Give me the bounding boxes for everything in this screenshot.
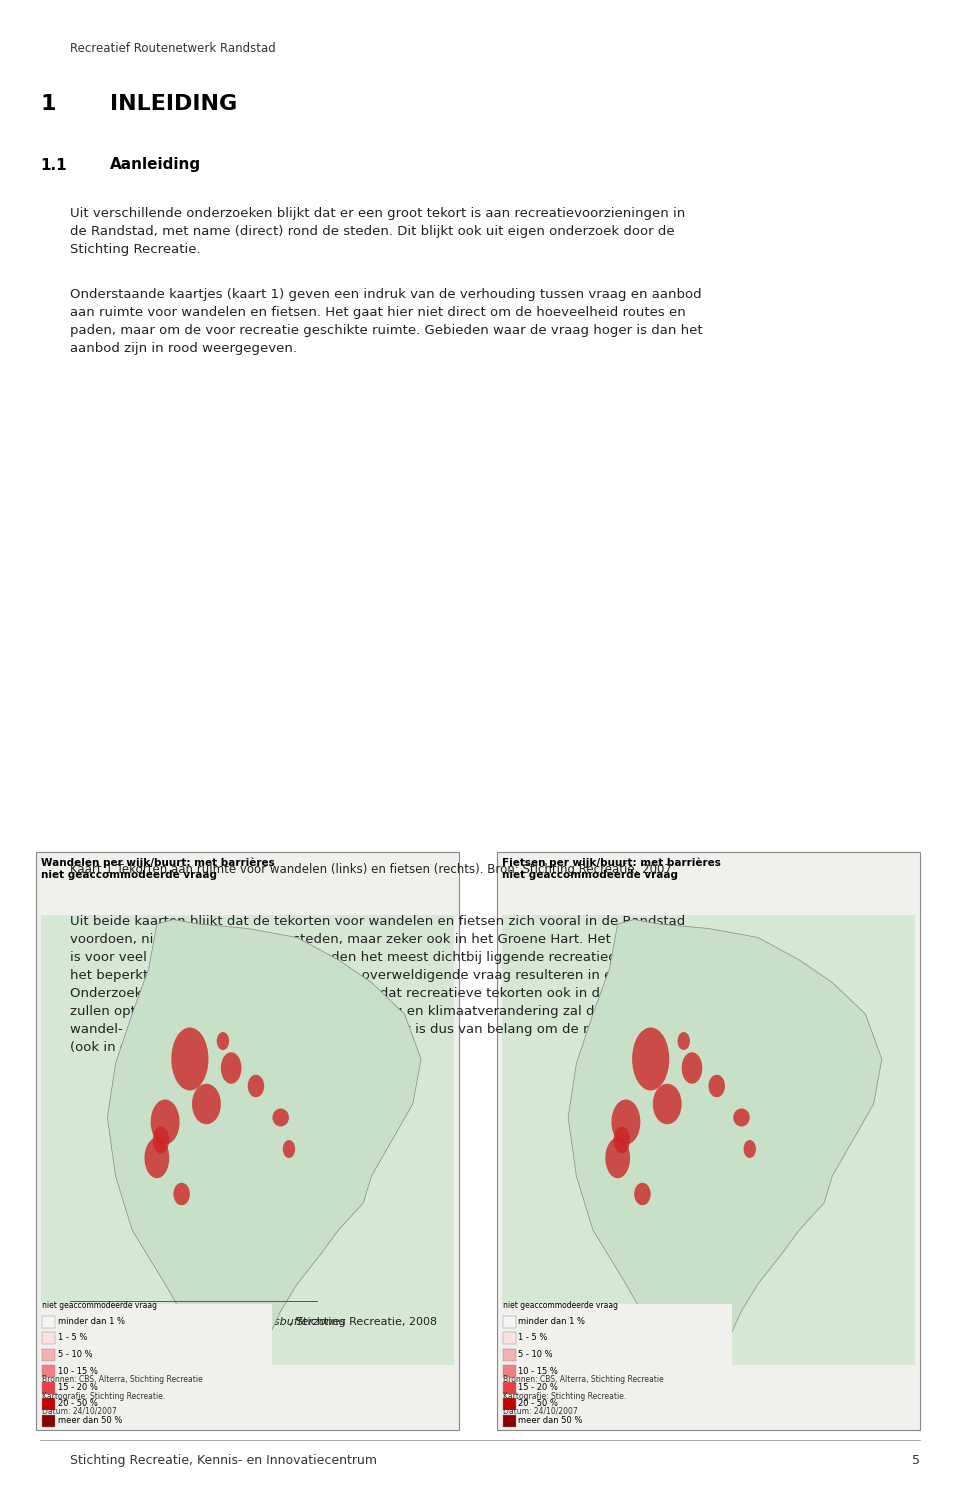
Ellipse shape bbox=[153, 1126, 169, 1154]
Bar bbox=[42, 1332, 55, 1344]
Bar bbox=[39, 1304, 272, 1420]
Ellipse shape bbox=[635, 1182, 651, 1206]
Bar bbox=[42, 1316, 55, 1328]
Bar bbox=[500, 1304, 732, 1420]
Text: 20 - 50 %: 20 - 50 % bbox=[58, 1400, 98, 1408]
Ellipse shape bbox=[171, 1028, 208, 1090]
Text: 10 - 15 %: 10 - 15 % bbox=[58, 1366, 98, 1376]
Text: Wandelen per wijk/buurt: met barrières
niet geaccommodeerde vraag: Wandelen per wijk/buurt: met barrières n… bbox=[41, 858, 275, 880]
Text: Kaart 1 Tekorten aan ruimte voor wandelen (links) en fietsen (rechts). Bron: Sti: Kaart 1 Tekorten aan ruimte voor wandele… bbox=[70, 862, 676, 876]
Ellipse shape bbox=[613, 1126, 630, 1154]
Ellipse shape bbox=[682, 1053, 703, 1083]
Ellipse shape bbox=[273, 1108, 289, 1126]
Bar bbox=[503, 1414, 516, 1426]
Bar bbox=[36, 852, 459, 1430]
Text: 15 - 20 %: 15 - 20 % bbox=[518, 1383, 559, 1392]
Text: Recreatief Routenetwerk Randstad: Recreatief Routenetwerk Randstad bbox=[70, 42, 276, 56]
Text: Uit verschillende onderzoeken blijkt dat er een groot tekort is aan recreatievoo: Uit verschillende onderzoeken blijkt dat… bbox=[70, 207, 685, 256]
Text: Aanleiding: Aanleiding bbox=[110, 158, 202, 172]
Polygon shape bbox=[108, 920, 421, 1352]
Text: 15 - 20 %: 15 - 20 % bbox=[58, 1383, 98, 1392]
Bar bbox=[503, 1365, 516, 1377]
Text: niet geaccommodeerde vraag: niet geaccommodeerde vraag bbox=[503, 1300, 618, 1310]
Ellipse shape bbox=[283, 1140, 295, 1158]
Ellipse shape bbox=[151, 1100, 180, 1144]
Text: 1 - 5 %: 1 - 5 % bbox=[518, 1334, 548, 1342]
Text: INLEIDING: INLEIDING bbox=[110, 94, 238, 114]
Bar bbox=[497, 852, 920, 1430]
Text: 1.1: 1.1 bbox=[40, 158, 67, 172]
Text: 5 - 10 %: 5 - 10 % bbox=[58, 1350, 92, 1359]
Ellipse shape bbox=[217, 1032, 229, 1050]
Text: 20 - 50 %: 20 - 50 % bbox=[518, 1400, 559, 1408]
Ellipse shape bbox=[221, 1053, 242, 1083]
Text: Kartografie: Stichting Recreatie.: Kartografie: Stichting Recreatie. bbox=[42, 1392, 165, 1401]
Ellipse shape bbox=[192, 1083, 221, 1125]
Text: Datum: 24/10/2007: Datum: 24/10/2007 bbox=[503, 1407, 578, 1416]
Text: Datum: 24/10/2007: Datum: 24/10/2007 bbox=[42, 1407, 117, 1416]
Text: Bronnen: CBS, Alterra, Stichting Recreatie: Bronnen: CBS, Alterra, Stichting Recreat… bbox=[42, 1376, 203, 1384]
Bar bbox=[503, 1348, 516, 1360]
Ellipse shape bbox=[248, 1074, 264, 1098]
Text: 1: 1 bbox=[40, 94, 56, 114]
Ellipse shape bbox=[612, 1100, 640, 1144]
Text: Bronnen: CBS, Alterra, Stichting Recreatie: Bronnen: CBS, Alterra, Stichting Recreat… bbox=[503, 1376, 663, 1384]
Bar bbox=[502, 915, 915, 1365]
Ellipse shape bbox=[632, 1028, 669, 1090]
Text: minder dan 1 %: minder dan 1 % bbox=[518, 1317, 586, 1326]
Ellipse shape bbox=[174, 1182, 190, 1206]
Text: Toekomstige recreatievraag in rijksbufferzones: Toekomstige recreatievraag in rijksbuffe… bbox=[83, 1317, 345, 1328]
Ellipse shape bbox=[653, 1083, 682, 1125]
Text: meer dan 50 %: meer dan 50 % bbox=[58, 1416, 122, 1425]
Ellipse shape bbox=[733, 1108, 750, 1126]
Bar bbox=[42, 1348, 55, 1360]
Bar bbox=[503, 1382, 516, 1394]
Bar bbox=[42, 1398, 55, 1410]
Bar bbox=[503, 1398, 516, 1410]
Bar bbox=[42, 1382, 55, 1394]
Ellipse shape bbox=[678, 1032, 690, 1050]
Polygon shape bbox=[568, 920, 882, 1352]
Text: niet geaccommodeerde vraag: niet geaccommodeerde vraag bbox=[42, 1300, 157, 1310]
Text: Uit beide kaarten blijkt dat de tekorten voor wandelen en fietsen zich vooral in: Uit beide kaarten blijkt dat de tekorten… bbox=[70, 915, 697, 1054]
Ellipse shape bbox=[708, 1074, 725, 1098]
Text: Onderstaande kaartjes (kaart 1) geven een indruk van de verhouding tussen vraag : Onderstaande kaartjes (kaart 1) geven ee… bbox=[70, 288, 703, 356]
Text: Stichting Recreatie, Kennis- en Innovatiecentrum: Stichting Recreatie, Kennis- en Innovati… bbox=[70, 1454, 377, 1467]
Text: , Stichting Recreatie, 2008: , Stichting Recreatie, 2008 bbox=[289, 1317, 437, 1328]
Ellipse shape bbox=[144, 1137, 169, 1179]
Text: Kartografie: Stichting Recreatie.: Kartografie: Stichting Recreatie. bbox=[503, 1392, 626, 1401]
Bar bbox=[41, 915, 454, 1365]
Text: 10 - 15 %: 10 - 15 % bbox=[518, 1366, 559, 1376]
Text: meer dan 50 %: meer dan 50 % bbox=[518, 1416, 583, 1425]
Text: Fietsen per wijk/buurt: met barrières
niet geaccommodeerde vraag: Fietsen per wijk/buurt: met barrières ni… bbox=[502, 858, 721, 880]
Text: 5 - 10 %: 5 - 10 % bbox=[518, 1350, 553, 1359]
Bar bbox=[42, 1414, 55, 1426]
Bar bbox=[42, 1365, 55, 1377]
Text: 5: 5 bbox=[912, 1454, 920, 1467]
Text: minder dan 1 %: minder dan 1 % bbox=[58, 1317, 125, 1326]
Bar bbox=[503, 1316, 516, 1328]
Ellipse shape bbox=[744, 1140, 756, 1158]
Ellipse shape bbox=[605, 1137, 630, 1179]
Text: ¹: ¹ bbox=[70, 1317, 78, 1328]
Text: 1 - 5 %: 1 - 5 % bbox=[58, 1334, 87, 1342]
Bar bbox=[503, 1332, 516, 1344]
